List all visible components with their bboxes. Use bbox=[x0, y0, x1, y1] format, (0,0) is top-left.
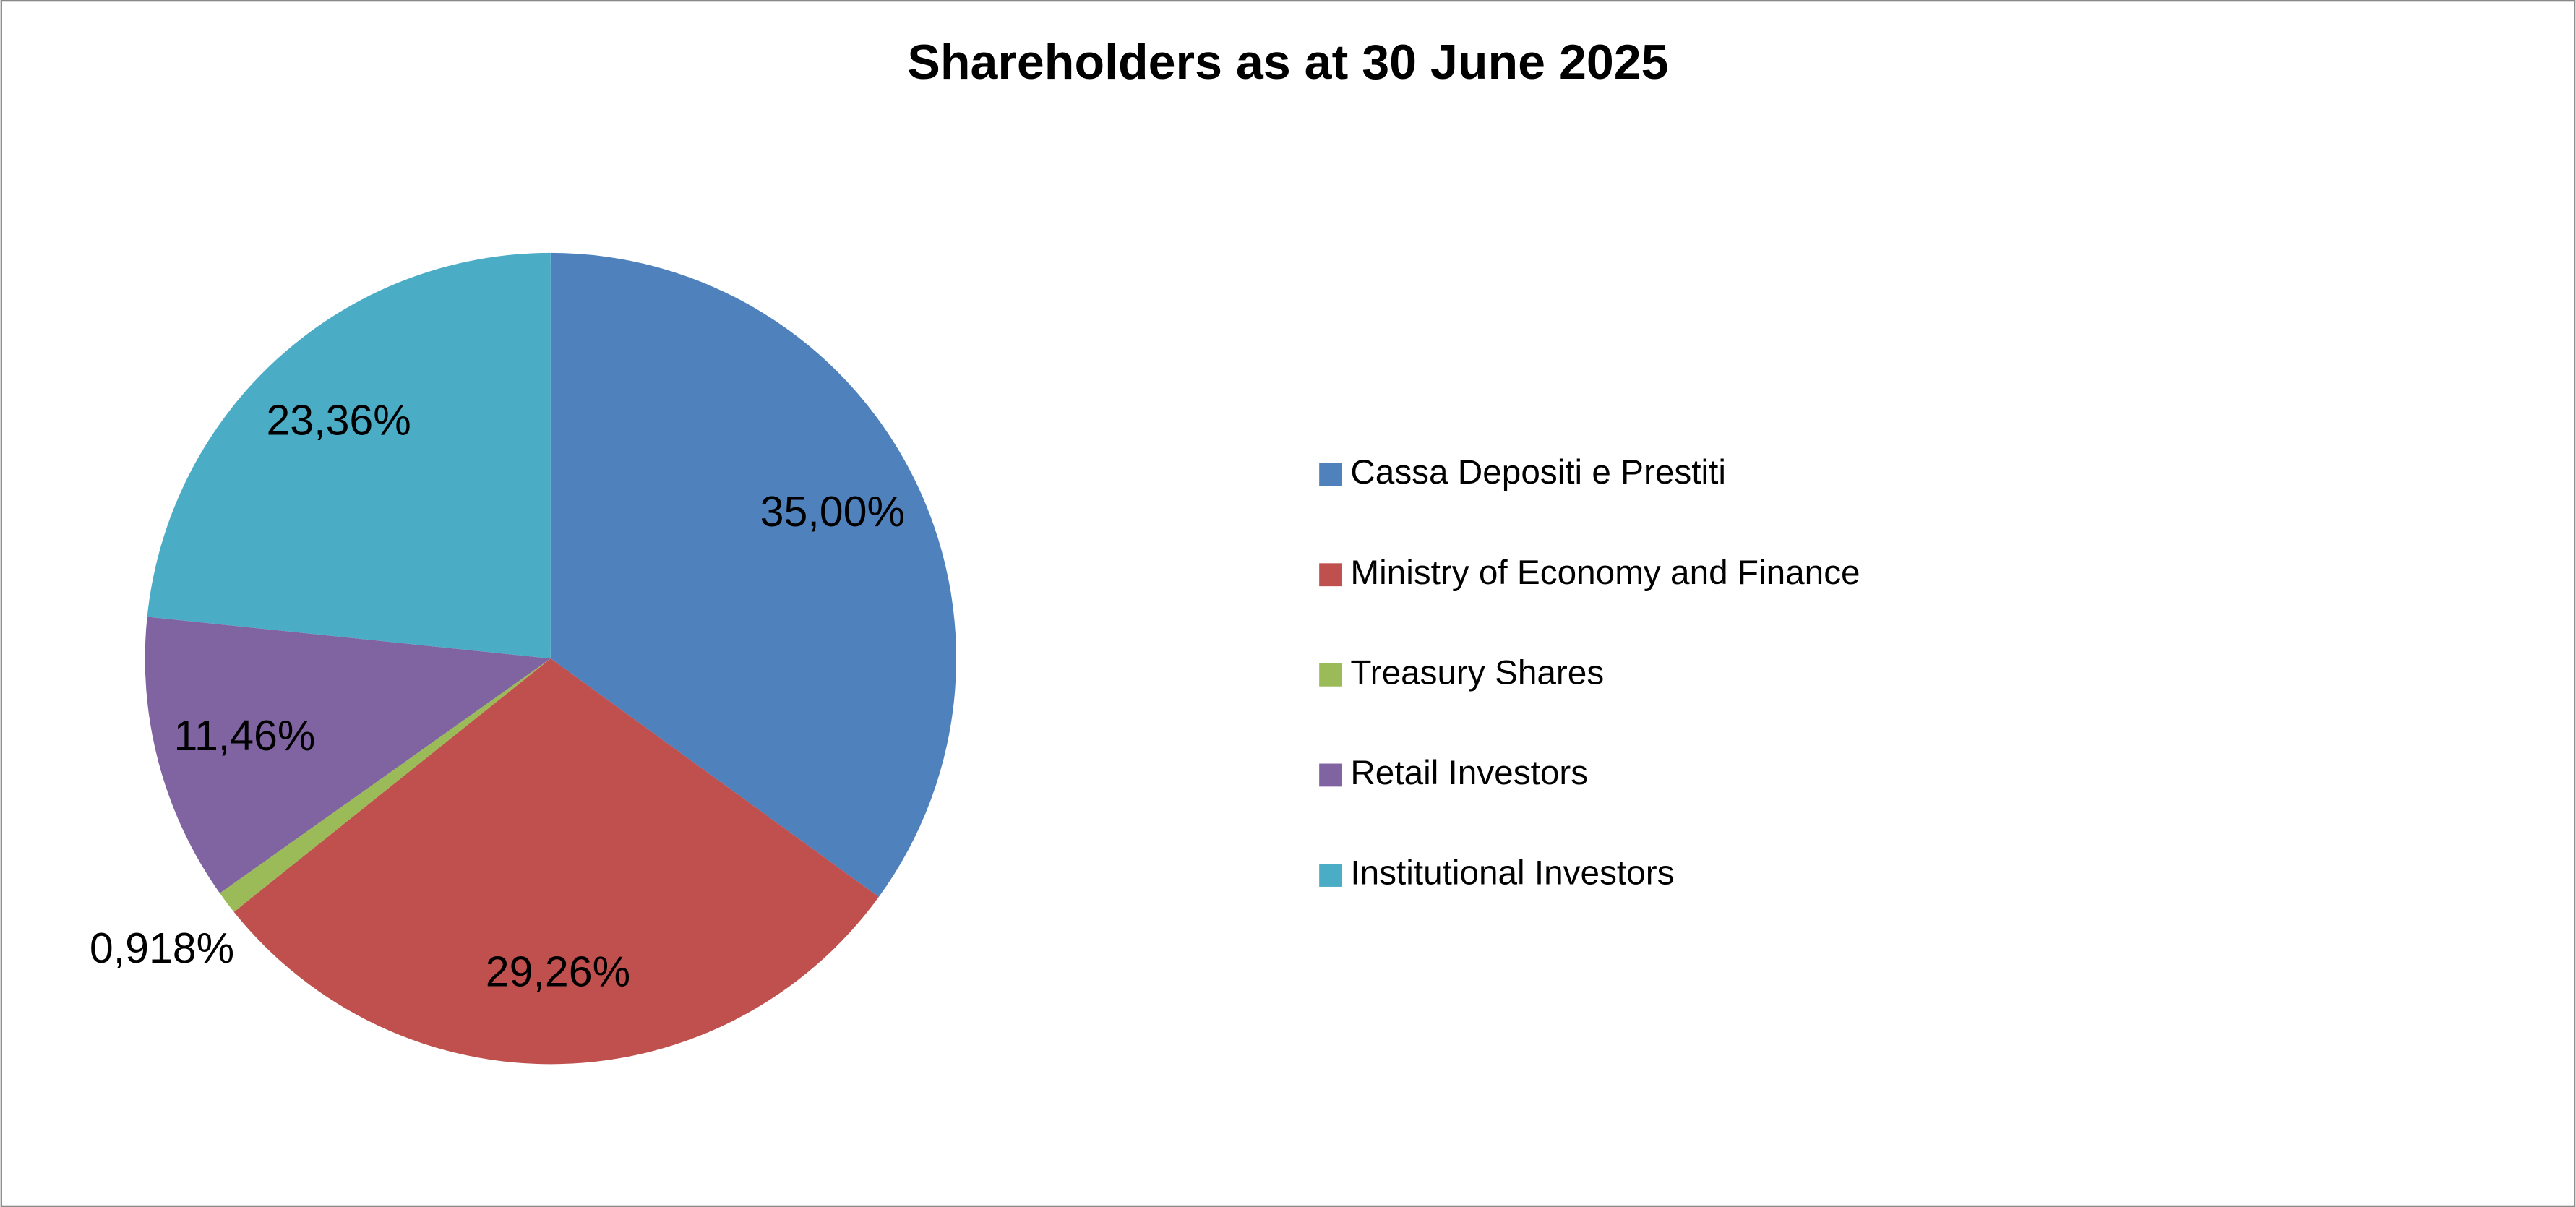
legend-swatch bbox=[1319, 663, 1342, 687]
chart-title: Shareholders as at 30 June 2025 bbox=[907, 35, 1668, 90]
pie-slice bbox=[220, 658, 551, 912]
data-label: 0,918% bbox=[90, 924, 234, 972]
pie-slice bbox=[233, 658, 879, 1065]
legend-swatch bbox=[1319, 763, 1342, 787]
legend-swatch bbox=[1319, 563, 1342, 587]
legend-label: Ministry of Economy and Finance bbox=[1350, 554, 1860, 592]
data-label: 29,26% bbox=[486, 948, 630, 995]
pie-slice bbox=[147, 252, 551, 659]
pie-slice bbox=[145, 617, 551, 893]
legend-swatch bbox=[1319, 864, 1342, 887]
data-label: 11,46% bbox=[173, 712, 315, 760]
legend-label: Institutional Investors bbox=[1350, 854, 1674, 893]
legend-label: Treasury Shares bbox=[1350, 653, 1604, 692]
legend-label: Retail Investors bbox=[1350, 754, 1588, 792]
data-label: 35,00% bbox=[760, 488, 905, 536]
pie-slice bbox=[550, 252, 957, 898]
data-label: 23,36% bbox=[266, 397, 411, 444]
legend-swatch bbox=[1319, 463, 1342, 486]
legend-label: Cassa Depositi e Prestiti bbox=[1350, 453, 1726, 491]
